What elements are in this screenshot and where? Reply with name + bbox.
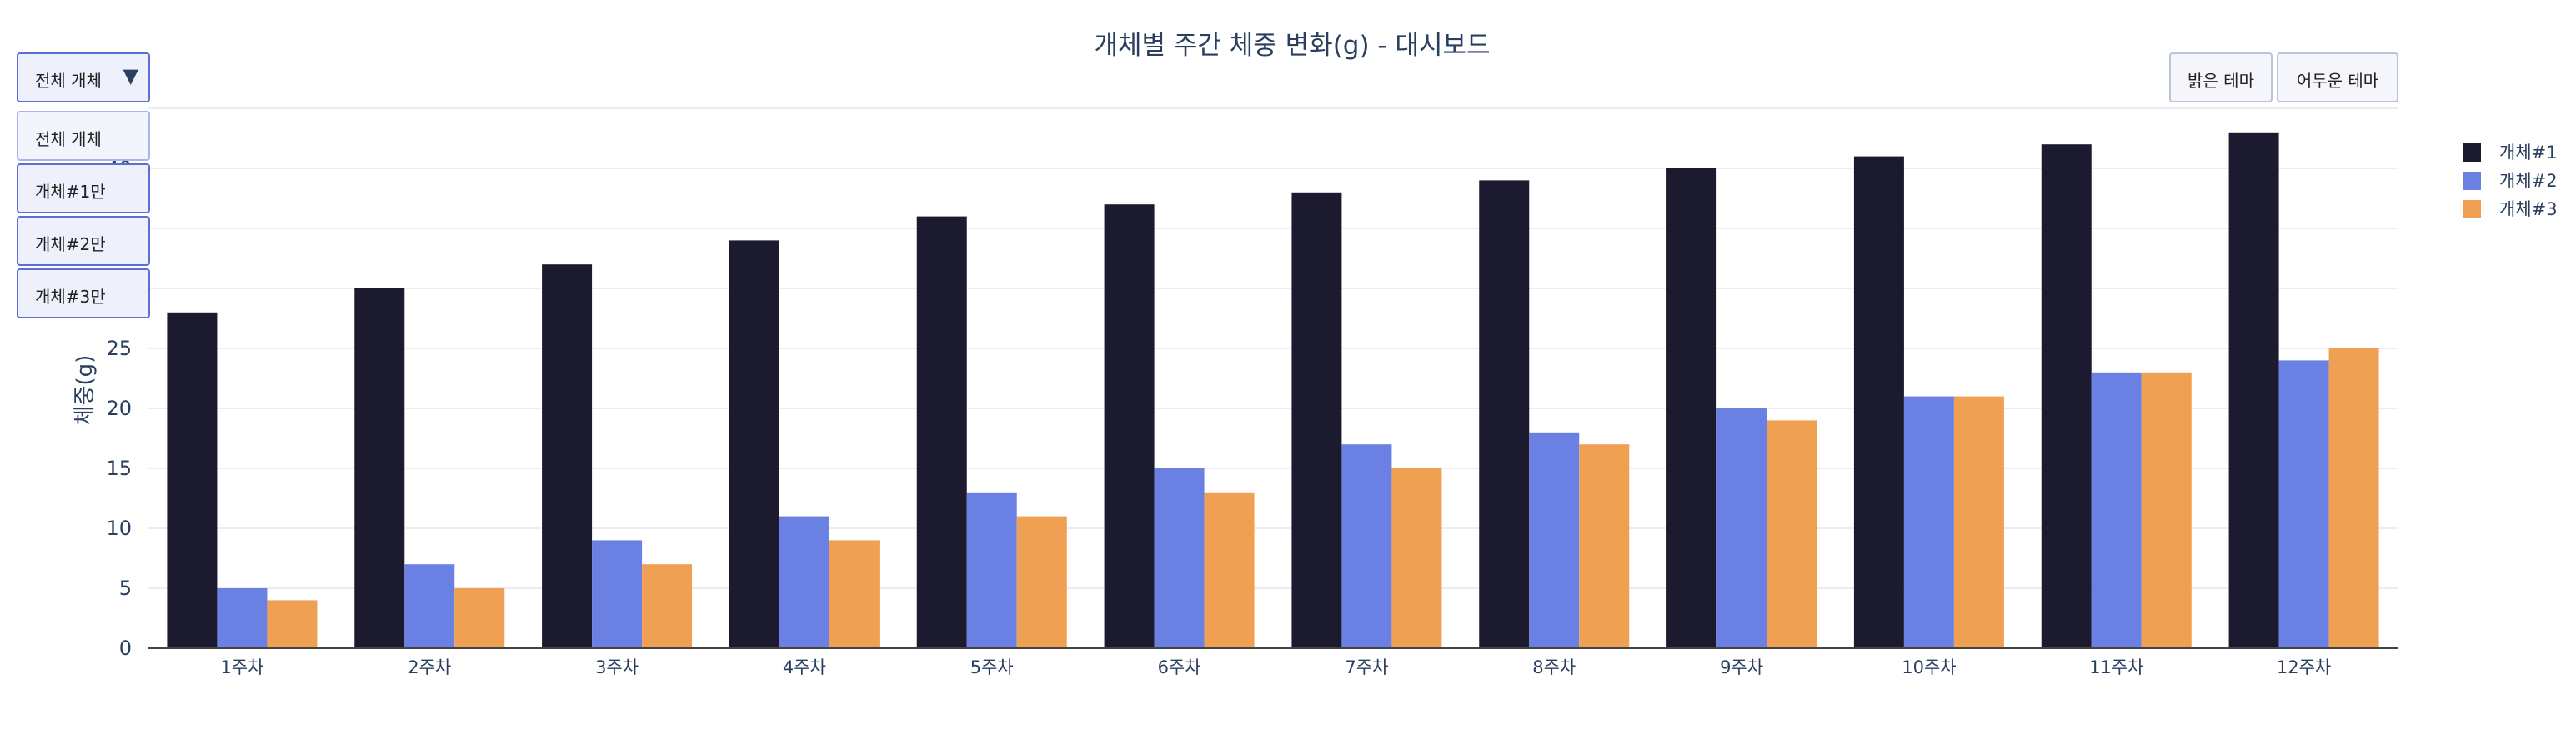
bar [1529, 432, 1580, 648]
y-tick-label: 10 [106, 517, 132, 540]
dropdown-option-subject3[interactable]: 개체#3만 [17, 268, 150, 318]
dropdown-option-subject1[interactable]: 개체#1만 [17, 163, 150, 213]
bar [592, 540, 643, 648]
bar [966, 492, 1017, 648]
x-tick-label: 8주차 [1532, 658, 1576, 678]
subject-filter-dropdown[interactable]: 전체 개체 ▼ [17, 52, 150, 102]
y-tick-label: 0 [119, 637, 132, 660]
bar [2228, 132, 2279, 649]
chart-title: 개체별 주간 체중 변화(g) - 대시보드 [1094, 31, 1490, 61]
dropdown-selected-label: 전체 개체 [35, 71, 102, 91]
x-tick-label: 6주차 [1158, 658, 1201, 678]
bar [2041, 144, 2092, 648]
x-tick-label: 7주차 [1345, 658, 1388, 678]
bar [829, 540, 880, 648]
dropdown-option-subject2[interactable]: 개체#2만 [17, 216, 150, 266]
bar [1291, 192, 1342, 649]
bar [642, 564, 693, 648]
y-tick-label: 25 [106, 337, 132, 360]
x-tick-label: 3주차 [595, 658, 639, 678]
bar [2278, 360, 2329, 648]
bar [1666, 168, 1717, 648]
bar [1204, 492, 1255, 648]
bar [916, 216, 967, 649]
bar [1853, 156, 1904, 649]
bar [2141, 372, 2192, 648]
x-tick-label: 4주차 [783, 658, 826, 678]
bar [2328, 348, 2379, 648]
light-theme-button[interactable]: 밝은 테마 [2169, 52, 2273, 102]
y-tick-label: 15 [106, 457, 132, 480]
bar [1391, 468, 1442, 648]
x-tick-label: 2주차 [408, 658, 451, 678]
bar [267, 600, 318, 648]
x-tick-label: 1주차 [220, 658, 263, 678]
bar [1341, 444, 1392, 648]
bar [354, 288, 405, 648]
bar [217, 588, 268, 648]
y-axis-label: 체중(g) [73, 355, 98, 426]
legend-swatch [2463, 200, 2481, 218]
bar [1016, 516, 1067, 648]
bar [729, 240, 779, 648]
legend-swatch [2463, 143, 2481, 162]
bar [1903, 396, 1954, 648]
y-tick-label: 20 [106, 397, 132, 420]
legend-label: 개체#2 [2499, 171, 2558, 191]
bar [167, 312, 218, 648]
x-tick-label: 12주차 [2277, 658, 2331, 678]
bar [542, 264, 593, 648]
bar [1953, 396, 2004, 648]
dark-theme-button[interactable]: 어두운 테마 [2277, 52, 2398, 102]
bar [779, 516, 829, 648]
x-tick-label: 5주차 [970, 658, 1014, 678]
x-tick-label: 9주차 [1720, 658, 1763, 678]
bar [454, 588, 505, 648]
bar [1767, 420, 1817, 648]
chevron-down-icon: ▼ [123, 64, 138, 88]
bar [1716, 408, 1767, 648]
x-tick-label: 11주차 [2089, 658, 2143, 678]
bar [1579, 444, 1630, 648]
y-tick-label: 5 [119, 577, 132, 600]
legend-label: 개체#1 [2499, 142, 2558, 162]
bar [1154, 468, 1205, 648]
dropdown-options-list: 전체 개체 개체#1만 개체#2만 개체#3만 [17, 111, 150, 321]
dropdown-option-all[interactable]: 전체 개체 [17, 111, 150, 161]
bar [2091, 372, 2142, 648]
legend-label: 개체#3 [2499, 199, 2558, 219]
legend-swatch [2463, 172, 2481, 190]
bar [1479, 180, 1530, 648]
bar [404, 564, 455, 648]
bar [1104, 204, 1155, 648]
x-tick-label: 10주차 [1902, 658, 1956, 678]
